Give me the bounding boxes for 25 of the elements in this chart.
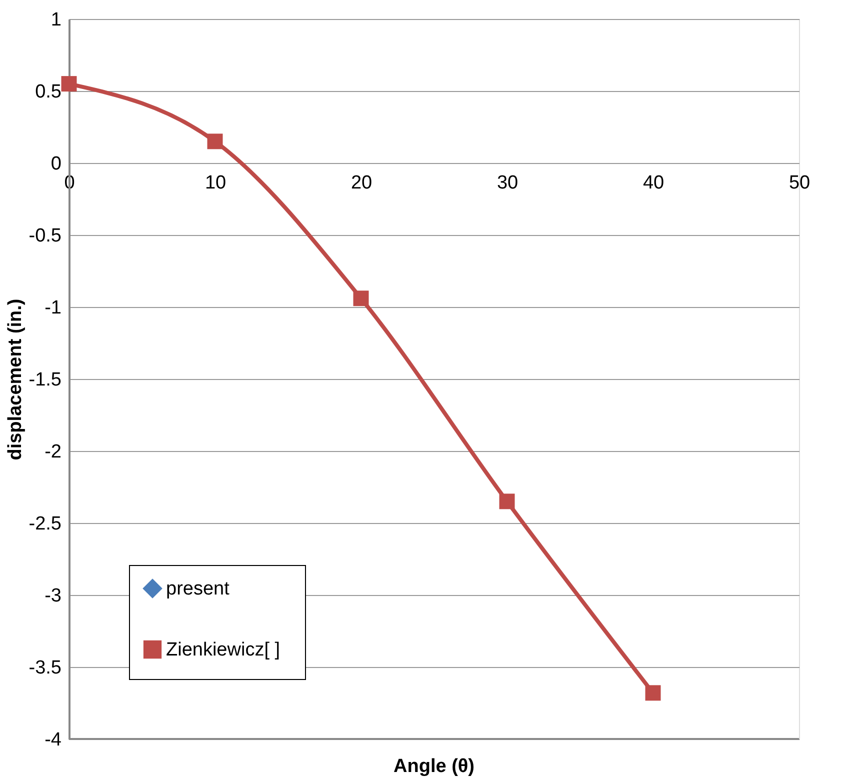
y-tick-label: -2.5 [28, 514, 62, 534]
y-tick-label: 0 [50, 154, 62, 174]
y-tick-label: 0.5 [35, 82, 62, 102]
x-tick-label: 30 [496, 172, 518, 194]
x-tick-label: 10 [204, 172, 226, 194]
legend-label: Zienkiewicz[ ] [166, 640, 280, 660]
x-tick-label: 40 [642, 172, 664, 194]
point [645, 685, 661, 701]
x-axis-title: Angle (θ) [394, 756, 474, 777]
y-tick-label: -1 [44, 298, 62, 318]
y-tick-label: 1 [50, 10, 62, 30]
y-tick-label: -1.5 [28, 370, 62, 390]
y-tick-label: -4 [44, 730, 62, 750]
x-tick-label: 50 [788, 172, 810, 194]
y-tick-label: -3.5 [28, 658, 62, 678]
legend-label: present [166, 578, 230, 600]
point [499, 494, 515, 510]
y-tick-label: -2 [44, 442, 62, 462]
point [353, 290, 369, 306]
y-tick-label: -0.5 [28, 226, 62, 246]
point [61, 76, 77, 92]
x-tick-label: 20 [350, 172, 372, 194]
point [207, 134, 223, 150]
y-tick-label: -3 [44, 586, 62, 606]
y-axis-title: displacement (in.) [4, 298, 26, 460]
